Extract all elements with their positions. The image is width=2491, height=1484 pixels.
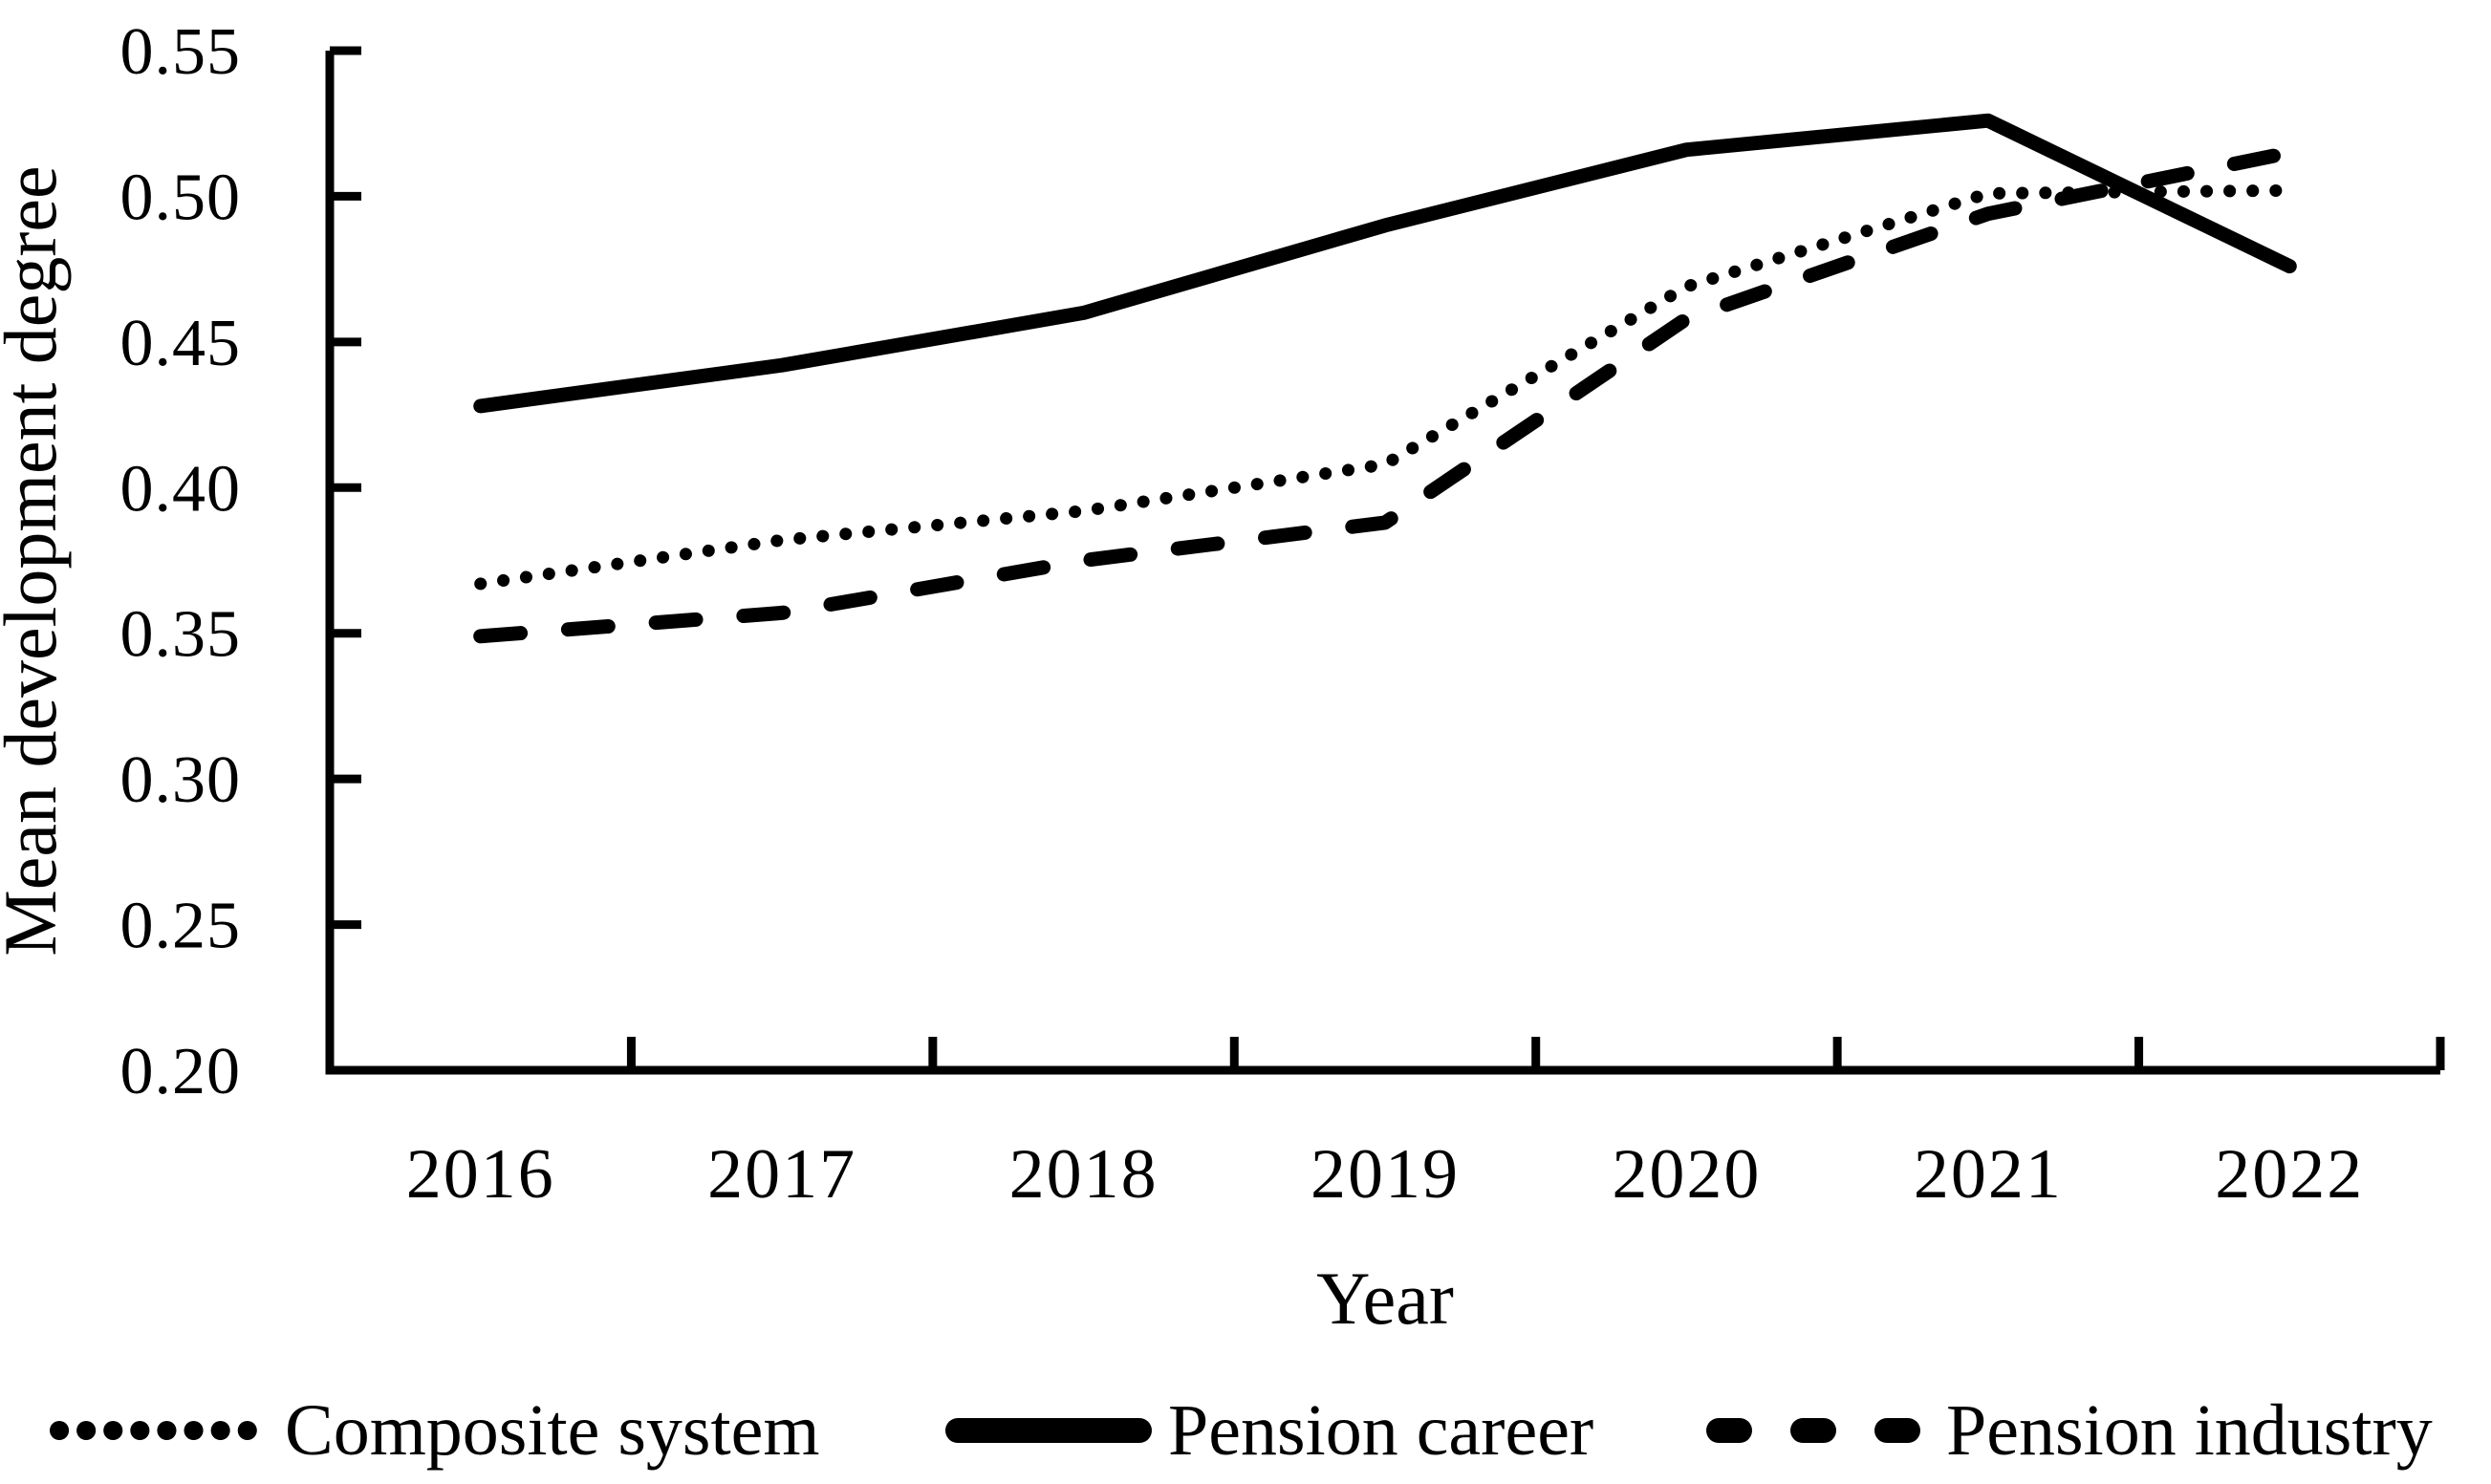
y-tick-label: 0.50 <box>120 161 242 234</box>
y-tick-label: 0.55 <box>120 15 242 89</box>
axes <box>325 46 2445 1075</box>
x-tick-label: 2016 <box>406 1135 555 1214</box>
legend-item-pension-industry: Pension industry <box>1706 1390 2433 1471</box>
tick-labels: 0.55 0.50 0.45 0.40 0.35 0.30 0.25 0.20 2016 2017… <box>120 15 2364 1214</box>
series-line-pension-industry <box>473 145 2297 644</box>
x-tick-label: 2020 <box>1612 1135 1761 1214</box>
legend-label-pension-career: Pension career <box>1168 1390 1593 1471</box>
x-axis-title: Year <box>1316 1257 1454 1340</box>
y-tick-label: 0.35 <box>120 598 242 672</box>
y-tick-label: 0.20 <box>120 1035 242 1108</box>
legend: Composite system Pension career Pension … <box>50 1390 2433 1471</box>
x-tick-label: 2018 <box>1009 1135 1159 1214</box>
x-tick-label: 2019 <box>1310 1135 1460 1214</box>
legend-item-composite-system: Composite system <box>50 1390 819 1471</box>
y-tick-label: 0.30 <box>120 743 242 817</box>
y-tick-label: 0.45 <box>120 307 242 380</box>
x-tick-label: 2022 <box>2215 1135 2364 1214</box>
series-line-pension-career <box>473 113 2297 414</box>
x-tick-label: 2017 <box>707 1135 856 1214</box>
legend-label-composite-system: Composite system <box>285 1390 819 1471</box>
y-axis-title: Mean development degree <box>0 165 72 956</box>
y-tick-label: 0.25 <box>120 890 242 963</box>
series-line-composite-system <box>474 183 2296 591</box>
y-tick-label: 0.40 <box>120 452 242 526</box>
legend-label-pension-industry: Pension industry <box>1946 1390 2433 1471</box>
x-tick-label: 2021 <box>1914 1135 2063 1214</box>
legend-item-pension-career: Pension career <box>945 1390 1593 1471</box>
series-lines <box>473 113 2297 644</box>
